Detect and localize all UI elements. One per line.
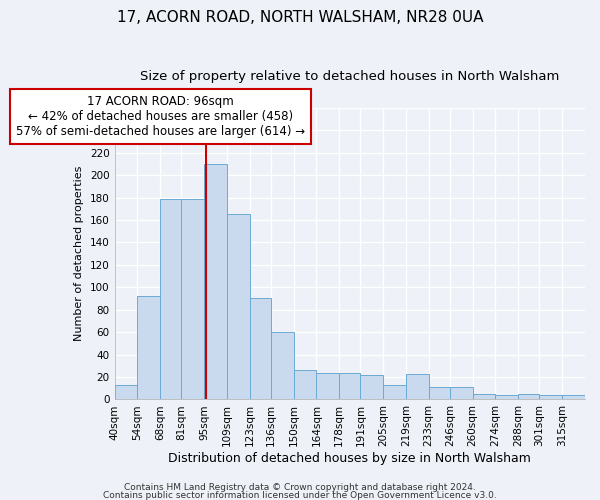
Bar [562, 395, 585, 400]
Bar [271, 332, 293, 400]
Bar [539, 395, 562, 400]
Text: Contains public sector information licensed under the Open Government Licence v3: Contains public sector information licen… [103, 490, 497, 500]
Bar [339, 372, 361, 400]
Bar [450, 387, 473, 400]
Text: 17 ACORN ROAD: 96sqm
← 42% of detached houses are smaller (458)
57% of semi-deta: 17 ACORN ROAD: 96sqm ← 42% of detached h… [16, 96, 305, 138]
Y-axis label: Number of detached properties: Number of detached properties [74, 166, 85, 342]
Bar [383, 385, 406, 400]
Bar [406, 374, 429, 400]
Title: Size of property relative to detached houses in North Walsham: Size of property relative to detached ho… [140, 70, 559, 83]
Text: Contains HM Land Registry data © Crown copyright and database right 2024.: Contains HM Land Registry data © Crown c… [124, 484, 476, 492]
Bar [496, 395, 518, 400]
Bar [361, 375, 383, 400]
Bar [160, 198, 181, 400]
Bar [473, 394, 496, 400]
Bar [137, 296, 160, 400]
Text: 17, ACORN ROAD, NORTH WALSHAM, NR28 0UA: 17, ACORN ROAD, NORTH WALSHAM, NR28 0UA [117, 10, 483, 25]
Bar [293, 370, 316, 400]
Bar [115, 385, 137, 400]
Bar [227, 214, 250, 400]
Bar [204, 164, 227, 400]
X-axis label: Distribution of detached houses by size in North Walsham: Distribution of detached houses by size … [169, 452, 531, 465]
Bar [316, 372, 339, 400]
Bar [181, 198, 204, 400]
Bar [429, 387, 450, 400]
Bar [250, 298, 271, 400]
Bar [518, 394, 539, 400]
